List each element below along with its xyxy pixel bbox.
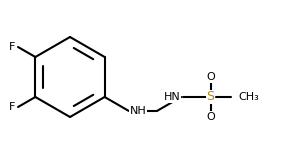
Text: O: O [206, 72, 215, 82]
Text: CH₃: CH₃ [238, 92, 259, 102]
Text: HN: HN [163, 92, 180, 102]
Text: NH: NH [130, 106, 147, 116]
Text: O: O [206, 112, 215, 122]
Text: F: F [9, 102, 15, 112]
Text: F: F [9, 42, 15, 52]
Text: S: S [206, 91, 215, 103]
